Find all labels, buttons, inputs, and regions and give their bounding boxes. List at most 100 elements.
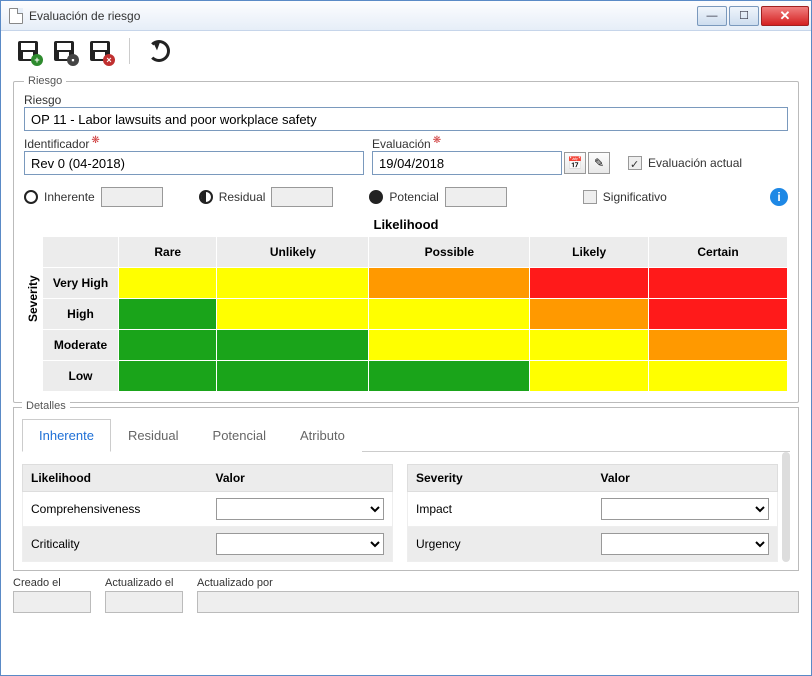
severity-head: Severity [408, 465, 593, 491]
matrix-table: RareUnlikelyPossibleLikelyCertain Very Hi… [42, 236, 788, 392]
valor-head-left: Valor [208, 465, 393, 491]
riesgo-input[interactable] [24, 107, 788, 131]
detail-row-label: Comprehensiveness [23, 496, 208, 522]
document-icon [9, 8, 23, 24]
detail-row: Impact [407, 492, 778, 527]
maximize-button[interactable]: ☐ [729, 6, 759, 26]
refresh-icon [148, 40, 170, 62]
actualizado-value [105, 591, 183, 613]
matrix-cell[interactable] [369, 361, 530, 392]
eval-actual-label: Evaluación actual [648, 156, 742, 170]
likelihood-column: Likelihood Valor Comprehensiveness Critic… [22, 464, 393, 562]
tab-residual[interactable]: Residual [111, 419, 196, 452]
type-row: Inherente Residual Potencial Significati… [24, 187, 788, 207]
detail-row-label: Urgency [408, 531, 593, 557]
details-legend: Detalles [22, 400, 70, 412]
matrix-cell[interactable] [119, 330, 217, 361]
tab-atributo[interactable]: Atributo [283, 419, 362, 452]
calendar-button[interactable]: 📅 [564, 152, 586, 174]
matrix-cell[interactable] [217, 361, 369, 392]
potencial-icon [369, 190, 383, 204]
actualizado-por-label: Actualizado por [197, 577, 799, 589]
matrix-cell[interactable] [649, 299, 788, 330]
tab-potencial[interactable]: Potencial [196, 419, 283, 452]
close-button[interactable]: ✕ [761, 6, 809, 26]
body: Riesgo Riesgo Identificador❋ Evaluación❋… [1, 71, 811, 675]
matrix-cell[interactable] [530, 268, 649, 299]
matrix: Likelihood Severity RareUnlikelyPossible… [24, 217, 788, 392]
matrix-col-header: Likely [530, 237, 649, 268]
ident-input[interactable] [24, 151, 364, 175]
detail-row: Comprehensiveness [22, 492, 393, 527]
toolbar-separator [129, 38, 130, 64]
save-delete-button[interactable]: × [87, 38, 113, 64]
potencial-value[interactable] [445, 187, 507, 207]
window: Evaluación de riesgo — ☐ ✕ + ▪ × Riesgo … [0, 0, 812, 676]
save-button[interactable]: ▪ [51, 38, 77, 64]
matrix-cell[interactable] [217, 299, 369, 330]
minimize-button[interactable]: — [697, 6, 727, 26]
matrix-col-header: Unlikely [217, 237, 369, 268]
matrix-cell[interactable] [649, 268, 788, 299]
tab-inherente[interactable]: Inherente [22, 419, 111, 452]
window-buttons: — ☐ ✕ [697, 6, 809, 26]
detail-row-select[interactable] [601, 498, 770, 520]
matrix-cell[interactable] [530, 330, 649, 361]
eval-label: Evaluación❋ [372, 137, 610, 151]
significativo-checkbox[interactable] [583, 190, 597, 204]
scrollbar[interactable] [782, 452, 790, 562]
detail-row-select[interactable] [601, 533, 770, 555]
residual-value[interactable] [271, 187, 333, 207]
matrix-row-header: Moderate [43, 330, 119, 361]
matrix-cell[interactable] [369, 268, 530, 299]
detail-row-select[interactable] [216, 533, 385, 555]
severity-column: Severity Valor Impact Urgency [407, 464, 778, 562]
detail-row: Criticality [22, 527, 393, 562]
footer: Creado el Actualizado el Actualizado por [13, 575, 799, 613]
creado-value [13, 591, 91, 613]
matrix-cell[interactable] [119, 299, 217, 330]
valor-head-right: Valor [593, 465, 778, 491]
inherente-label: Inherente [44, 190, 95, 204]
detail-row-select[interactable] [216, 498, 385, 520]
matrix-row-header: Low [43, 361, 119, 392]
eval-actual-checkbox[interactable] [628, 156, 642, 170]
matrix-cell[interactable] [119, 268, 217, 299]
matrix-cell[interactable] [649, 330, 788, 361]
refresh-button[interactable] [146, 38, 172, 64]
window-title: Evaluación de riesgo [29, 9, 697, 23]
matrix-cell[interactable] [217, 330, 369, 361]
matrix-row-header: High [43, 299, 119, 330]
detail-row: Urgency [407, 527, 778, 562]
likelihood-head: Likelihood [23, 465, 208, 491]
eval-input[interactable] [372, 151, 562, 175]
matrix-col-header: Certain [649, 237, 788, 268]
riesgo-legend: Riesgo [24, 75, 66, 87]
actualizado-por-value [197, 591, 799, 613]
likelihood-title: Likelihood [24, 217, 788, 232]
matrix-cell[interactable] [119, 361, 217, 392]
matrix-cell[interactable] [530, 299, 649, 330]
matrix-col-header: Rare [119, 237, 217, 268]
wand-button[interactable]: ✎ [588, 152, 610, 174]
potencial-label: Potencial [389, 190, 438, 204]
residual-label: Residual [219, 190, 266, 204]
riesgo-label: Riesgo [24, 93, 788, 107]
info-icon[interactable]: i [770, 188, 788, 206]
matrix-cell[interactable] [369, 330, 530, 361]
matrix-cell[interactable] [217, 268, 369, 299]
significativo-label: Significativo [603, 190, 667, 204]
matrix-col-header: Possible [369, 237, 530, 268]
matrix-cell[interactable] [649, 361, 788, 392]
matrix-cell[interactable] [530, 361, 649, 392]
inherente-icon [24, 190, 38, 204]
save-new-button[interactable]: + [15, 38, 41, 64]
severity-title: Severity [24, 236, 42, 392]
matrix-row-header: Very High [43, 268, 119, 299]
detail-row-label: Criticality [23, 531, 208, 557]
details-body: Likelihood Valor Comprehensiveness Critic… [22, 464, 778, 562]
toolbar: + ▪ × [1, 31, 811, 71]
matrix-cell[interactable] [369, 299, 530, 330]
inherente-value[interactable] [101, 187, 163, 207]
detail-row-label: Impact [408, 496, 593, 522]
